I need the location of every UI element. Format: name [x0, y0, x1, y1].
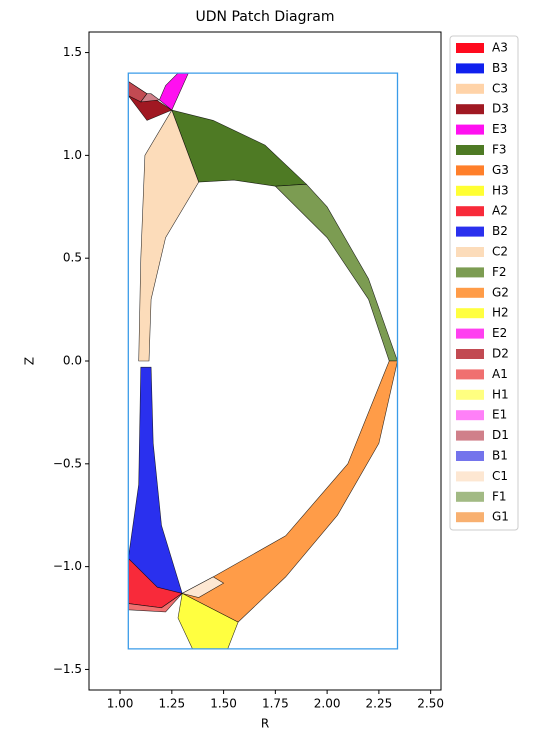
y-tick-label: 0.5	[63, 251, 82, 265]
legend-swatch	[456, 83, 484, 94]
patch	[181, 576, 225, 598]
legend-label: F1	[492, 489, 507, 503]
legend-label: E2	[492, 326, 507, 340]
x-tick-label: 2.00	[314, 697, 341, 711]
legend-label: A1	[492, 367, 508, 381]
legend-label: F2	[492, 265, 507, 279]
legend-label: H1	[492, 387, 509, 401]
legend-box	[449, 35, 519, 531]
y-tick-label: 0.0	[63, 354, 82, 368]
legend-label: A3	[492, 41, 508, 55]
x-tick-label: 2.50	[417, 697, 444, 711]
y-tick-label: −1.0	[53, 559, 82, 573]
x-axis-label: R	[261, 717, 269, 731]
patch	[159, 72, 189, 111]
legend-swatch	[456, 512, 484, 523]
patch	[127, 366, 183, 594]
legend-swatch	[456, 43, 484, 53]
legend-swatch	[456, 145, 484, 155]
legend-swatch	[456, 410, 484, 421]
legend-label: G3	[492, 163, 509, 177]
legend-label: E3	[492, 122, 507, 136]
legend-label: G2	[492, 285, 509, 299]
legend-label: C3	[492, 81, 508, 95]
y-axis-label: Z	[23, 357, 37, 365]
legend-swatch	[456, 471, 484, 482]
legend-swatch	[456, 491, 484, 502]
y-tick-label: −0.5	[53, 456, 82, 470]
legend-label: G1	[492, 510, 509, 524]
x-tick-label: 1.25	[158, 697, 185, 711]
legend-swatch	[456, 247, 484, 257]
legend-label: E1	[492, 408, 507, 422]
legend-label: B2	[492, 224, 508, 238]
y-tick-label: 1.0	[63, 148, 82, 162]
legend-swatch	[456, 63, 484, 74]
legend-swatch	[456, 451, 484, 461]
legend-swatch	[456, 165, 484, 176]
legend-label: F3	[492, 143, 507, 157]
legend-label: H2	[492, 306, 509, 320]
legend-label: C2	[492, 245, 508, 259]
x-tick-label: 1.75	[262, 697, 289, 711]
legend-swatch	[456, 267, 484, 278]
legend-swatch	[456, 389, 484, 400]
legend-label: D3	[492, 102, 509, 116]
legend-label: A2	[492, 204, 508, 218]
patch	[138, 109, 200, 362]
legend-swatch	[456, 206, 484, 217]
y-tick-label: 1.5	[63, 45, 82, 59]
x-tick-label: 2.25	[366, 697, 393, 711]
patch	[140, 93, 161, 103]
legend-label: D2	[492, 347, 509, 361]
legend-label: C1	[492, 469, 508, 483]
chart-title: UDN Patch Diagram	[196, 9, 335, 25]
boundary	[127, 72, 399, 650]
x-tick-label: 1.00	[107, 697, 134, 711]
y-tick-label: −1.5	[53, 662, 82, 676]
legend-swatch	[456, 287, 484, 298]
legend-label: H3	[492, 183, 509, 197]
legend-swatch	[456, 124, 484, 135]
legend-label: B1	[492, 449, 508, 463]
patch	[274, 183, 398, 362]
legend-label: D1	[492, 428, 509, 442]
legend-label: B3	[492, 61, 508, 75]
legend-swatch	[456, 308, 484, 319]
legend-swatch	[456, 226, 484, 237]
legend-swatch	[456, 430, 484, 441]
legend-swatch	[456, 369, 484, 380]
legend-swatch	[456, 104, 484, 115]
x-tick-label: 1.50	[210, 697, 237, 711]
legend-swatch	[456, 349, 484, 359]
legend-swatch	[456, 328, 484, 339]
legend-swatch	[456, 185, 484, 196]
